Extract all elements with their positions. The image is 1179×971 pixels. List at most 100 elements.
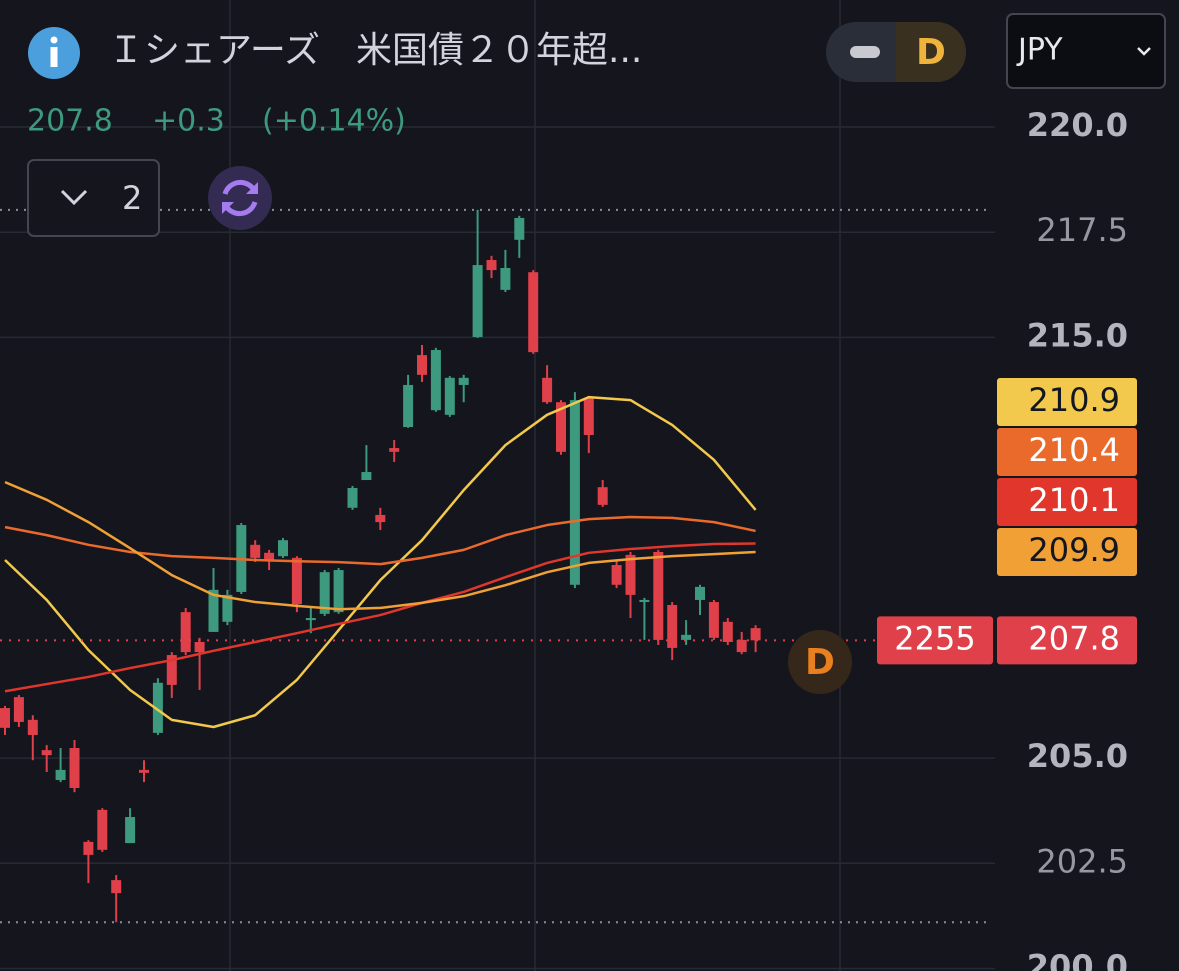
indicator-label-box <box>997 527 1137 576</box>
candle-body <box>152 682 163 733</box>
y-tick-label: 202.5 <box>1036 842 1128 880</box>
candle-body <box>695 586 705 600</box>
indicator-line <box>4 395 757 729</box>
candle-body <box>736 639 747 653</box>
select-box[interactable] <box>1006 13 1166 89</box>
y-tick-label: 205.0 <box>1027 737 1128 775</box>
candle-body <box>55 769 66 780</box>
candle-body <box>264 552 275 560</box>
candle-body <box>667 604 678 648</box>
indicator-label-box <box>997 377 1137 426</box>
candle-body <box>569 400 580 585</box>
candle-body <box>333 570 344 613</box>
y-tick-label: 200.0 <box>1027 947 1128 971</box>
info-stem <box>50 47 58 67</box>
candle-body <box>583 397 594 436</box>
indicator-label-box <box>997 477 1137 526</box>
info-button[interactable] <box>28 27 80 79</box>
price-label: 207.8 <box>1028 619 1120 657</box>
candle-body <box>681 634 692 640</box>
marker-label[interactable]: D <box>805 642 835 683</box>
indicator-line <box>4 480 756 611</box>
candle-body <box>750 628 761 641</box>
y-tick-label: 220.0 <box>1027 106 1128 144</box>
minus-icon <box>850 46 880 58</box>
price-change-pct: (+0.14%) <box>262 104 406 139</box>
currency-select[interactable]: JPY <box>1006 13 1166 89</box>
vertical-grid <box>229 0 841 971</box>
price-tag-text: 2255 <box>894 619 975 657</box>
candle-body <box>375 514 386 523</box>
currency-label[interactable]: JPY <box>1016 33 1063 68</box>
candle-body <box>13 697 24 722</box>
candle-body <box>361 472 372 481</box>
candle-body <box>97 809 108 850</box>
candle-body <box>125 817 136 844</box>
marker[interactable]: D <box>788 630 852 694</box>
toggle-active <box>896 22 966 82</box>
info-dot <box>50 36 58 44</box>
candle-body <box>250 544 261 558</box>
indicator-line <box>4 542 756 693</box>
candle-body <box>486 259 497 271</box>
candle-body <box>389 448 400 452</box>
candle-body <box>83 841 94 855</box>
chevron-icon <box>1137 47 1151 56</box>
candle-body <box>722 621 733 643</box>
candle-body <box>625 554 636 595</box>
indicator-label-box <box>997 427 1137 476</box>
candle-body <box>444 377 455 415</box>
candle-body <box>556 402 566 452</box>
candle-body <box>528 272 539 353</box>
indicator-label: 210.1 <box>1028 481 1120 519</box>
indicator-label: 210.9 <box>1028 381 1120 419</box>
header: Ｉシェアーズ 米国債２０年超... D JPY 207.8 +0.3 (+0.1… <box>27 13 1166 237</box>
collapse-box[interactable] <box>27 159 160 237</box>
y-tick-label: 217.5 <box>1036 211 1128 249</box>
candle-body <box>194 642 205 653</box>
refresh-badge[interactable] <box>208 166 272 230</box>
candle-body <box>458 377 469 385</box>
indicator-label: 209.9 <box>1028 531 1120 569</box>
candle-body <box>27 719 38 735</box>
candle-body <box>69 748 80 788</box>
candle-body <box>305 618 316 621</box>
chevron-icon <box>60 189 88 206</box>
candle-body <box>639 599 650 603</box>
candle-body <box>41 750 52 756</box>
candle-body <box>111 880 122 894</box>
indicator-label: 210.4 <box>1028 431 1120 469</box>
candle-body <box>611 565 622 585</box>
marker-badge[interactable] <box>788 630 852 694</box>
candle-body <box>319 572 330 614</box>
refresh-button[interactable] <box>208 166 272 230</box>
candle-body <box>500 267 511 290</box>
candle-body <box>597 487 608 505</box>
candle-body <box>653 551 664 640</box>
candle-body <box>180 612 191 653</box>
price-change: +0.3 <box>152 104 225 139</box>
candle-body <box>542 377 553 403</box>
collapse-button[interactable]: 2 <box>27 159 160 237</box>
candle-body <box>291 557 302 605</box>
candle-body <box>472 265 483 337</box>
indicator-line <box>4 515 756 566</box>
candle-body <box>514 217 525 240</box>
interval-toggle[interactable]: D <box>826 22 966 82</box>
candle-body <box>430 350 441 411</box>
toggle-label[interactable]: D <box>916 32 946 73</box>
candle-body <box>166 655 177 685</box>
candle-body <box>222 594 233 622</box>
price-label-box <box>997 616 1137 665</box>
candle-body <box>139 769 149 773</box>
refresh-icon <box>222 179 258 217</box>
candle-body <box>278 540 288 557</box>
last-price: 207.8 <box>27 104 113 139</box>
y-tick-label: 215.0 <box>1027 316 1128 354</box>
collapse-count: 2 <box>122 179 142 217</box>
price-tag-box <box>877 616 993 665</box>
candle-body <box>708 602 719 638</box>
candle-body <box>347 488 358 508</box>
